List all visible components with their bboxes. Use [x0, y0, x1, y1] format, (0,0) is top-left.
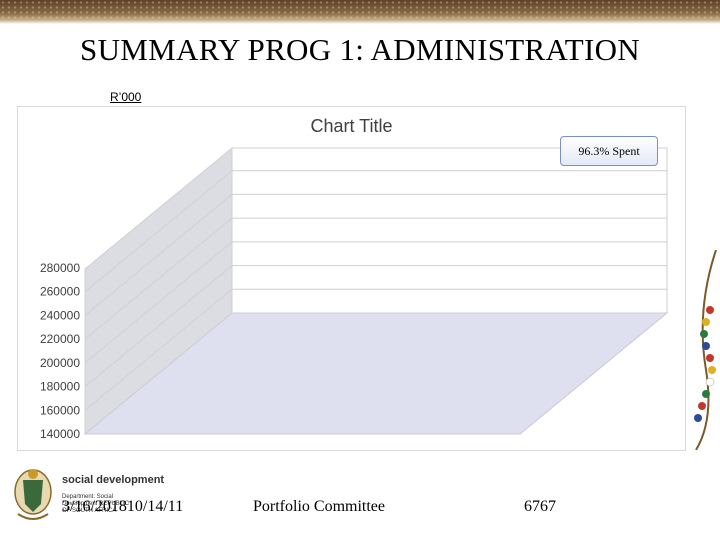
slide-title: SUMMARY PROG 1: ADMINISTRATION: [80, 32, 640, 67]
side-wall-gridline: [84, 288, 233, 411]
chart-title: Chart Title: [310, 116, 393, 136]
side-wall-gridline: [84, 194, 233, 316]
department-logo: [8, 462, 178, 532]
y-tick-label: 260000: [40, 285, 80, 299]
y-tick-label: 180000: [40, 380, 80, 394]
spent-annotation: 96.3% Spent: [560, 136, 658, 166]
logo-name: social development: [62, 474, 165, 486]
beadwork-decoration: [694, 250, 717, 450]
y-tick-label: 200000: [40, 356, 80, 370]
side-wall-gridline: [84, 265, 233, 387]
unit-label: R’000: [110, 90, 142, 104]
top-decorative-bar: [0, 0, 720, 24]
footer-date: 3/16/201810/14/11: [62, 498, 184, 515]
footer-page-number: 6767: [524, 498, 556, 515]
y-tick-label: 160000: [40, 403, 80, 417]
side-wall-gridline: [84, 312, 233, 435]
y-tick-label: 220000: [40, 332, 80, 346]
side-wall-gridline: [84, 170, 233, 293]
top-bar-pattern: [0, 0, 720, 24]
y-tick-label: 140000: [40, 427, 80, 441]
coat-of-arms-icon: [14, 469, 52, 520]
logo-department: Department: Social Development REPUBLIC …: [62, 494, 130, 514]
chart-back-wall: [231, 147, 668, 314]
y-tick-label: 280000: [40, 261, 80, 275]
side-wall-gridline: [84, 217, 233, 340]
footer-center-text: Portfolio Committee: [253, 498, 385, 515]
side-wall-gridline: [84, 241, 233, 364]
y-tick-label: 240000: [40, 308, 80, 322]
